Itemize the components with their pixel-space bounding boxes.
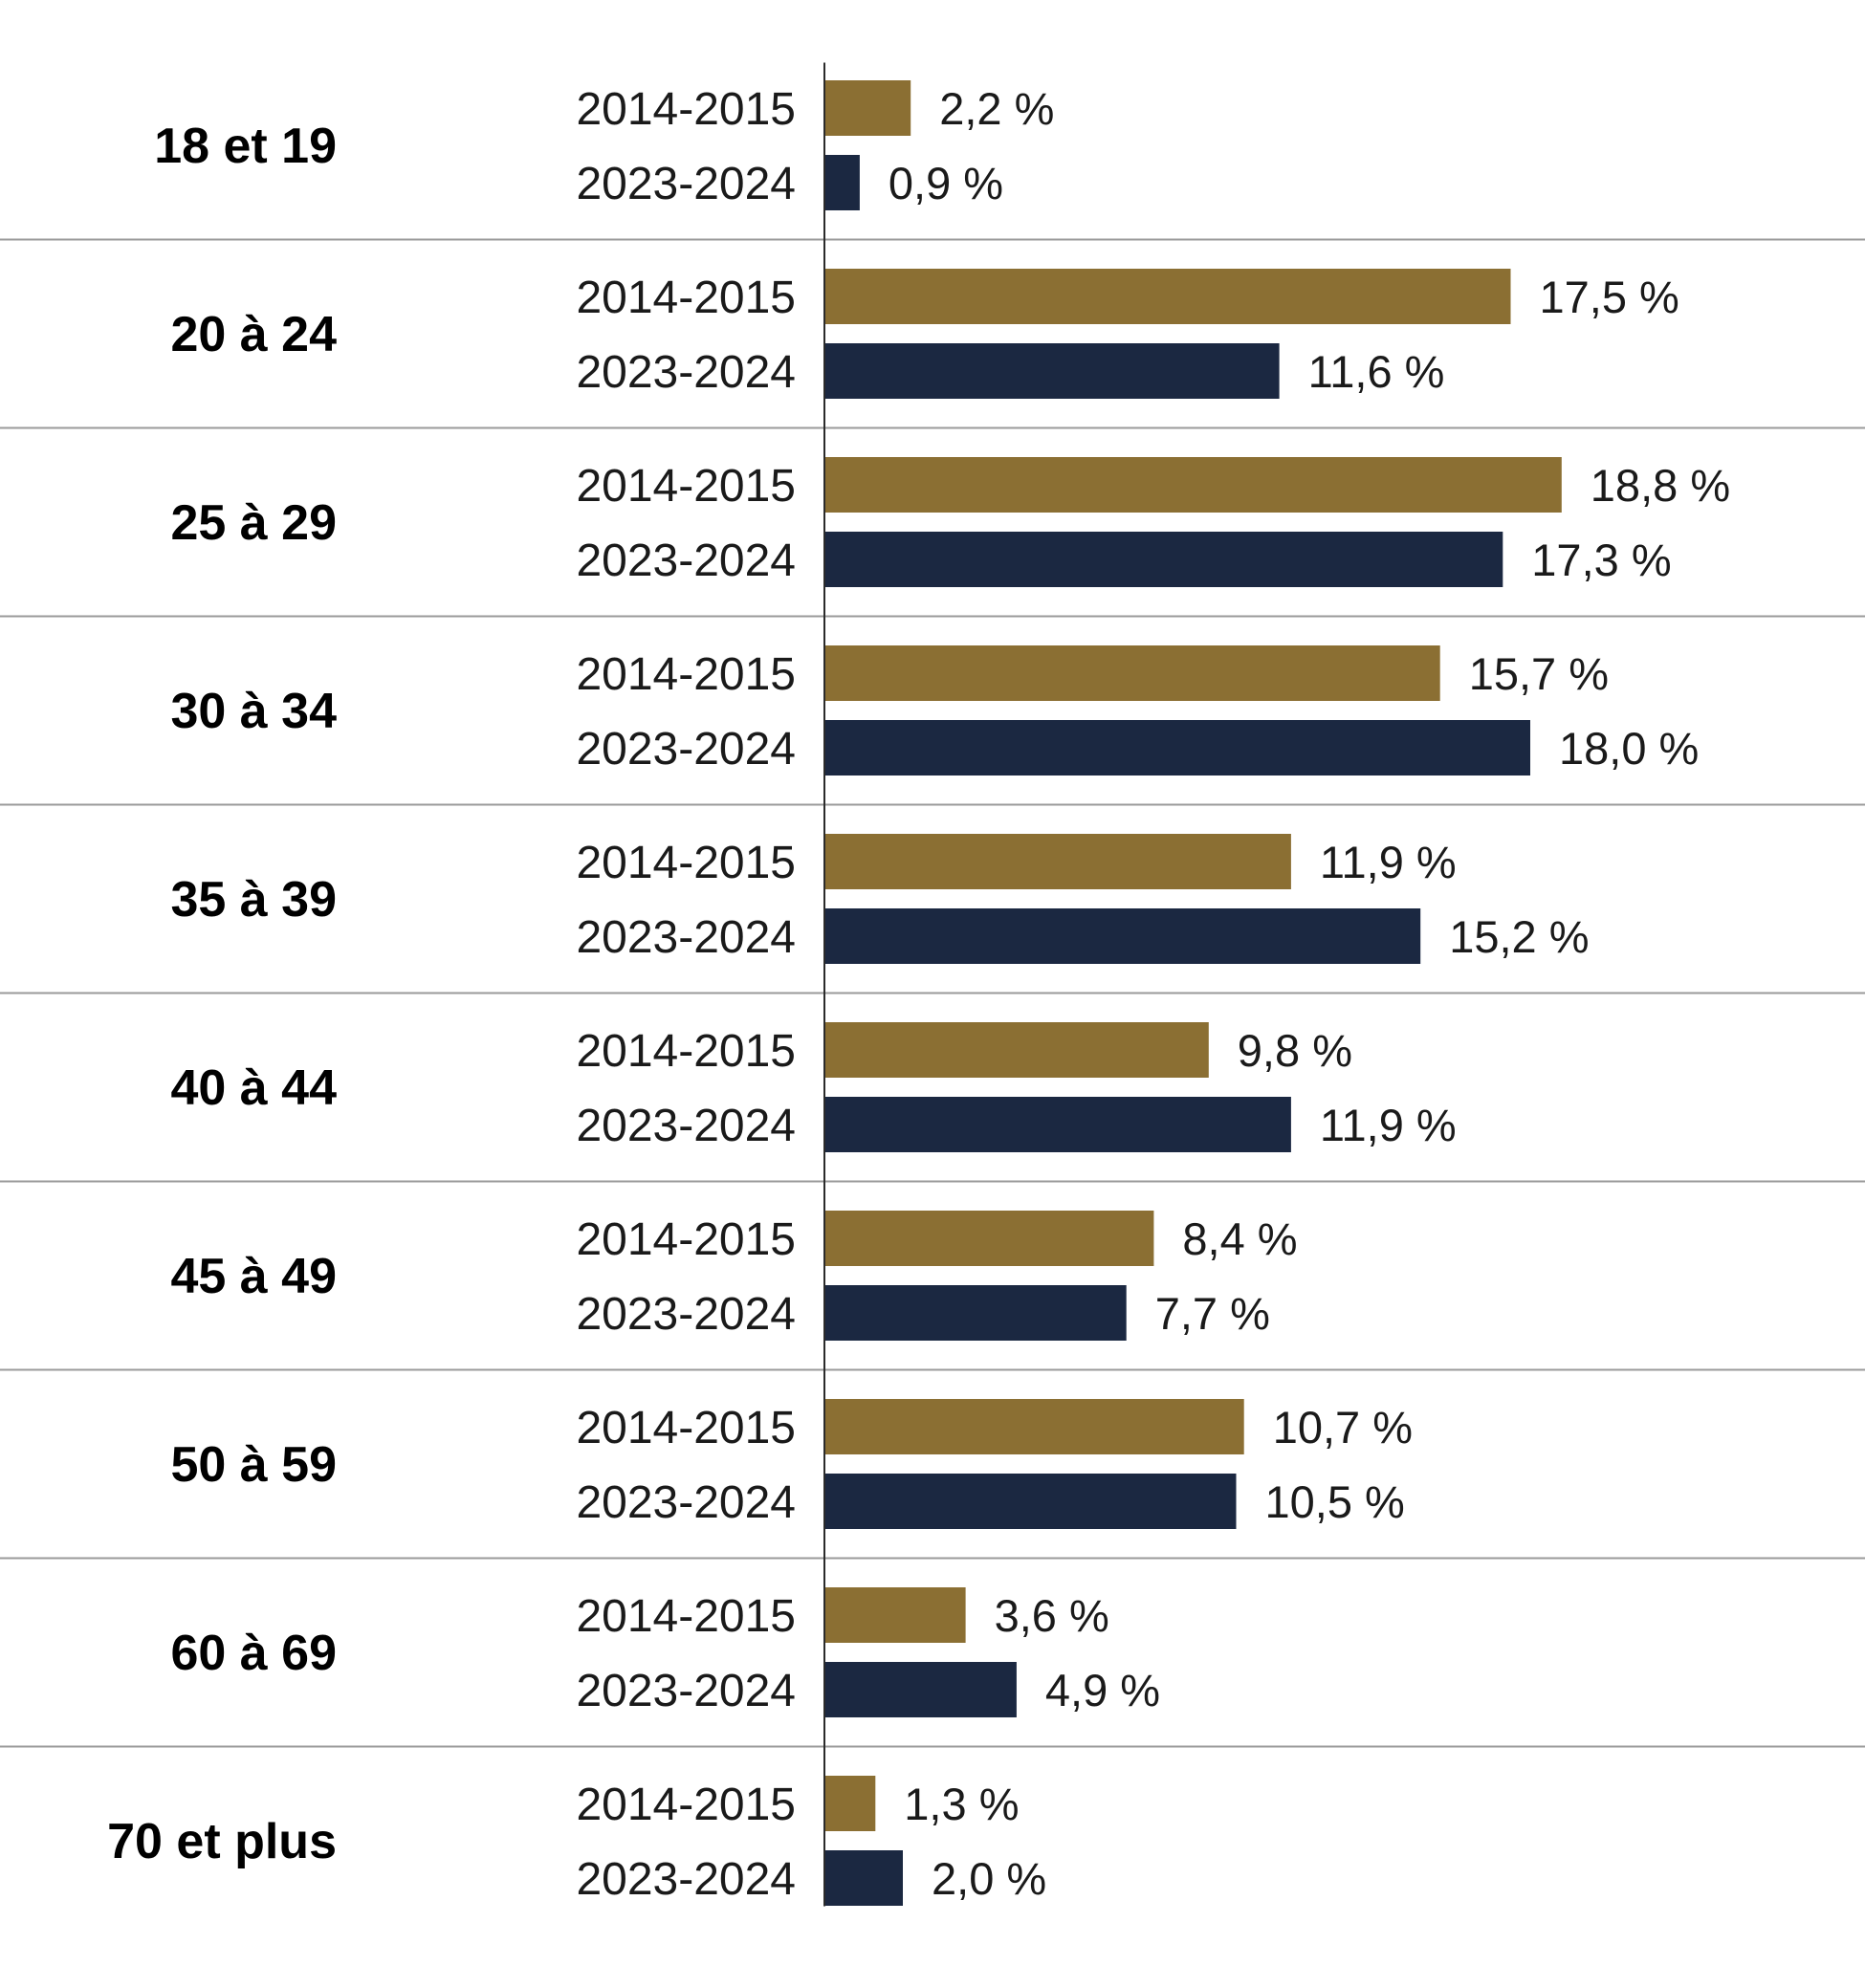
series-label-2023-2024: 2023-2024 [576, 1666, 796, 1716]
data-label: 4,9 % [1045, 1665, 1160, 1715]
bar-60-69-2014-2015 [824, 1587, 966, 1643]
series-label-2023-2024: 2023-2024 [576, 347, 796, 398]
bar-18-et-19-2014-2015 [824, 80, 911, 136]
bar-40-44-2023-2024 [824, 1097, 1291, 1152]
bar-30-34-2023-2024 [824, 720, 1530, 776]
series-label-2014-2015: 2014-2015 [576, 1214, 796, 1265]
bar-40-44-2014-2015 [824, 1022, 1209, 1078]
series-label-2023-2024: 2023-2024 [576, 535, 796, 586]
bar-45-49-2023-2024 [824, 1285, 1127, 1341]
data-label: 15,7 % [1469, 648, 1609, 699]
category-label-35-39: 35 à 39 [171, 872, 338, 928]
category-label-40-44: 40 à 44 [171, 1060, 338, 1116]
series-label-2014-2015: 2014-2015 [576, 1780, 796, 1830]
data-label: 9,8 % [1238, 1025, 1352, 1076]
data-label: 3,6 % [995, 1590, 1109, 1641]
data-label: 10,7 % [1273, 1402, 1413, 1453]
data-label: 17,5 % [1540, 272, 1679, 322]
data-label: 18,0 % [1559, 723, 1699, 774]
bar-20-24-2023-2024 [824, 343, 1280, 399]
bar-35-39-2023-2024 [824, 908, 1421, 964]
series-label-2014-2015: 2014-2015 [576, 1591, 796, 1642]
bar-50-59-2014-2015 [824, 1399, 1244, 1454]
series-label-2014-2015: 2014-2015 [576, 838, 796, 888]
series-label-2023-2024: 2023-2024 [576, 724, 796, 775]
data-label: 15,2 % [1449, 911, 1589, 962]
series-label-2014-2015: 2014-2015 [576, 461, 796, 512]
bar-60-69-2023-2024 [824, 1662, 1017, 1717]
bar-30-34-2014-2015 [824, 645, 1440, 701]
bar-70-et-plus-2014-2015 [824, 1776, 876, 1831]
data-label: 11,9 % [1320, 1100, 1457, 1150]
data-label: 11,6 % [1308, 346, 1445, 397]
data-label: 11,9 % [1320, 837, 1457, 887]
bar-70-et-plus-2023-2024 [824, 1850, 903, 1906]
category-label-30-34: 30 à 34 [171, 684, 338, 739]
bar-50-59-2023-2024 [824, 1474, 1237, 1529]
series-label-2014-2015: 2014-2015 [576, 273, 796, 323]
series-label-2023-2024: 2023-2024 [576, 912, 796, 963]
bar-20-24-2014-2015 [824, 269, 1511, 324]
category-label-50-59: 50 à 59 [171, 1437, 338, 1493]
category-label-18-et-19: 18 et 19 [154, 119, 337, 174]
series-label-2014-2015: 2014-2015 [576, 84, 796, 135]
data-label: 0,9 % [889, 158, 1003, 208]
category-label-45-49: 45 à 49 [171, 1249, 338, 1304]
data-label: 1,3 % [904, 1779, 1019, 1829]
series-label-2023-2024: 2023-2024 [576, 1854, 796, 1905]
bar-18-et-19-2023-2024 [824, 155, 860, 210]
data-label: 10,5 % [1265, 1476, 1405, 1527]
bar-45-49-2014-2015 [824, 1211, 1154, 1266]
series-label-2023-2024: 2023-2024 [576, 1101, 796, 1151]
series-label-2014-2015: 2014-2015 [576, 1403, 796, 1453]
data-label: 8,4 % [1182, 1213, 1297, 1264]
category-label-20-24: 20 à 24 [171, 307, 338, 362]
data-label: 18,8 % [1591, 460, 1730, 511]
data-label: 2,2 % [939, 83, 1054, 134]
category-label-70-et-plus: 70 et plus [107, 1814, 337, 1869]
bar-25-29-2023-2024 [824, 532, 1503, 587]
series-label-2023-2024: 2023-2024 [576, 159, 796, 209]
series-label-2023-2024: 2023-2024 [576, 1289, 796, 1340]
category-label-25-29: 25 à 29 [171, 495, 338, 551]
series-label-2023-2024: 2023-2024 [576, 1477, 796, 1528]
bar-25-29-2014-2015 [824, 457, 1562, 513]
bar-35-39-2014-2015 [824, 834, 1291, 889]
category-label-60-69: 60 à 69 [171, 1626, 338, 1681]
series-label-2014-2015: 2014-2015 [576, 1026, 796, 1077]
data-label: 7,7 % [1155, 1288, 1270, 1339]
data-label: 17,3 % [1531, 535, 1671, 585]
data-label: 2,0 % [932, 1853, 1046, 1904]
series-label-2014-2015: 2014-2015 [576, 649, 796, 700]
